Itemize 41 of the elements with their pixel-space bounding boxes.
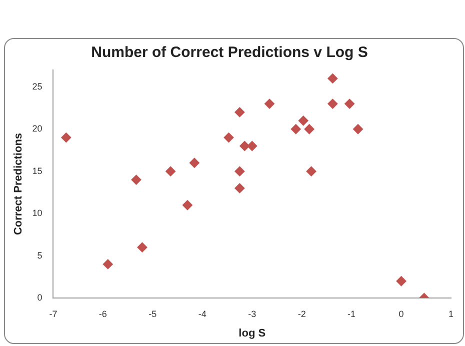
- point: [234, 183, 245, 194]
- point: [234, 107, 245, 118]
- x-tick-label: -6: [98, 308, 107, 319]
- chart-title: Number of Correct Predictions v Log S: [91, 44, 368, 62]
- y-tick-label: 20: [32, 124, 42, 134]
- y-tick-label: 10: [32, 208, 42, 218]
- x-axis-title: log S: [238, 327, 266, 340]
- x-tick-label: -4: [198, 308, 206, 319]
- point: [344, 98, 355, 109]
- point: [328, 98, 338, 109]
- x-tick-label: 1: [448, 308, 454, 319]
- point: [137, 242, 148, 252]
- x-tick-label: -5: [148, 308, 157, 319]
- point: [304, 124, 314, 134]
- x-tick-label: -2: [298, 308, 306, 319]
- point: [298, 116, 308, 126]
- point: [290, 124, 301, 134]
- point: [353, 124, 364, 134]
- point: [131, 174, 142, 185]
- x-tick-label: -1: [348, 308, 356, 319]
- x-tick-label: -3: [248, 308, 256, 319]
- point: [240, 141, 250, 151]
- point: [396, 276, 406, 286]
- y-tick-label: 25: [32, 81, 42, 92]
- y-tick-label: 0: [37, 292, 42, 302]
- point: [166, 166, 176, 176]
- y-tick-label: 15: [32, 166, 42, 176]
- point: [306, 166, 316, 176]
- x-tick-label: -7: [49, 308, 58, 319]
- point: [328, 73, 338, 84]
- x-tick-label: 0: [398, 308, 404, 319]
- point: [102, 259, 113, 270]
- y-axis-title: Correct Predictions: [12, 132, 25, 236]
- point: [264, 98, 275, 109]
- point: [234, 166, 245, 176]
- point: [189, 158, 200, 168]
- point: [182, 200, 192, 210]
- y-tick-label: 5: [37, 250, 42, 260]
- point: [247, 141, 258, 151]
- point: [224, 132, 234, 143]
- point: [61, 132, 72, 143]
